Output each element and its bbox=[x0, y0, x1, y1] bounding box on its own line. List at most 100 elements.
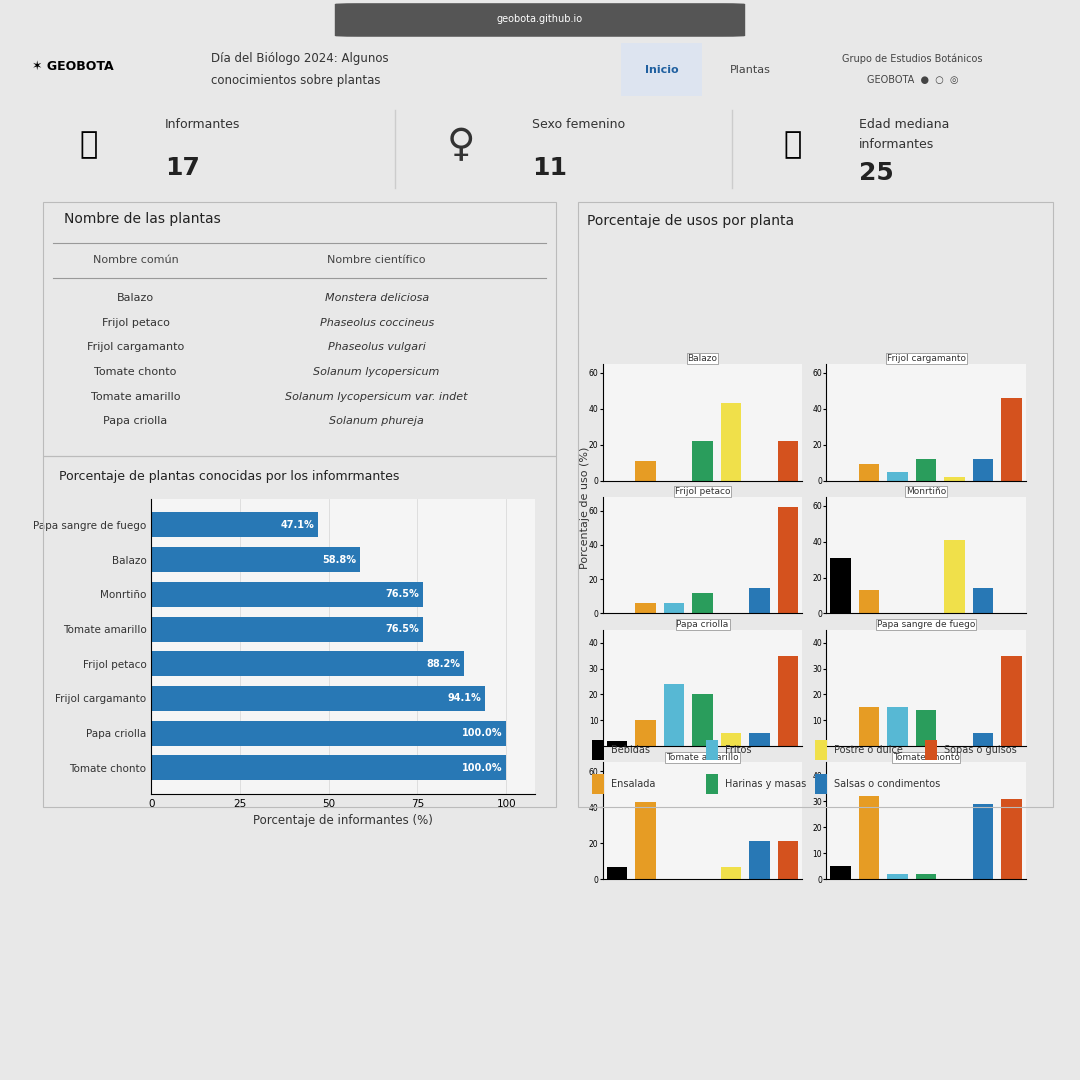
Text: Balazo: Balazo bbox=[117, 294, 154, 303]
Text: 17: 17 bbox=[165, 156, 200, 180]
Bar bbox=[831, 866, 851, 879]
Title: Papa sangre de fuego: Papa sangre de fuego bbox=[877, 620, 975, 629]
Bar bbox=[151, 512, 319, 538]
FancyBboxPatch shape bbox=[335, 3, 745, 37]
Bar bbox=[859, 464, 879, 481]
Bar bbox=[831, 557, 851, 613]
Text: Grupo de Estudios Botánicos: Grupo de Estudios Botánicos bbox=[842, 54, 983, 64]
Text: 58.8%: 58.8% bbox=[323, 555, 356, 565]
Bar bbox=[859, 590, 879, 613]
Bar bbox=[888, 874, 908, 879]
Bar bbox=[778, 508, 798, 613]
Bar bbox=[664, 684, 685, 746]
Text: Solanum lycopersicum: Solanum lycopersicum bbox=[313, 367, 440, 377]
FancyBboxPatch shape bbox=[621, 43, 702, 96]
Bar bbox=[151, 617, 422, 642]
Text: GEOBOTA  ●  ○  ◎: GEOBOTA ● ○ ◎ bbox=[867, 76, 958, 85]
Text: Frijol cargamanto: Frijol cargamanto bbox=[86, 342, 185, 352]
FancyBboxPatch shape bbox=[815, 740, 827, 760]
Bar bbox=[973, 459, 994, 481]
Text: Día del Biólogo 2024: Algunos: Día del Biólogo 2024: Algunos bbox=[211, 53, 388, 66]
X-axis label: Porcentaje de informantes (%): Porcentaje de informantes (%) bbox=[253, 814, 433, 827]
Title: Monrtiño: Monrtiño bbox=[906, 487, 946, 496]
Bar bbox=[1001, 656, 1022, 746]
Text: Nombre de las plantas: Nombre de las plantas bbox=[64, 212, 220, 226]
Bar bbox=[1001, 799, 1022, 879]
Text: informantes: informantes bbox=[859, 138, 934, 151]
Text: Porcentaje de uso (%): Porcentaje de uso (%) bbox=[580, 446, 590, 569]
Bar bbox=[692, 593, 713, 613]
Bar bbox=[944, 477, 964, 481]
Title: Balazo: Balazo bbox=[688, 354, 717, 363]
Text: Papa criolla: Papa criolla bbox=[104, 416, 167, 427]
FancyBboxPatch shape bbox=[706, 740, 718, 760]
Bar bbox=[973, 804, 994, 879]
Bar bbox=[635, 603, 656, 613]
Text: Solanum lycopersicum var. indet: Solanum lycopersicum var. indet bbox=[285, 392, 468, 402]
Bar bbox=[607, 866, 627, 879]
Text: 76.5%: 76.5% bbox=[386, 624, 419, 634]
Text: 88.2%: 88.2% bbox=[427, 659, 461, 669]
Text: Fritos: Fritos bbox=[725, 745, 752, 755]
Bar bbox=[151, 686, 485, 711]
Bar bbox=[916, 710, 936, 746]
Bar bbox=[778, 841, 798, 879]
Bar bbox=[888, 707, 908, 746]
Text: 🎂: 🎂 bbox=[784, 131, 801, 159]
Text: Salsas o condimentos: Salsas o condimentos bbox=[835, 779, 941, 789]
Bar bbox=[916, 874, 936, 879]
Text: Sexo femenino: Sexo femenino bbox=[532, 119, 625, 132]
Bar bbox=[778, 441, 798, 481]
Title: Tomate amarillo: Tomate amarillo bbox=[666, 753, 739, 761]
Bar bbox=[720, 404, 741, 481]
Text: Inicio: Inicio bbox=[645, 65, 679, 75]
FancyBboxPatch shape bbox=[592, 774, 604, 794]
Bar bbox=[664, 603, 685, 613]
Bar bbox=[720, 866, 741, 879]
Text: Sopas o guisos: Sopas o guisos bbox=[944, 745, 1016, 755]
Text: 25: 25 bbox=[859, 161, 894, 186]
Text: Solanum phureja: Solanum phureja bbox=[329, 416, 424, 427]
Text: Edad mediana: Edad mediana bbox=[859, 119, 949, 132]
Bar bbox=[151, 582, 422, 607]
Text: 👥: 👥 bbox=[80, 131, 97, 159]
Bar bbox=[750, 841, 770, 879]
Text: Phaseolus coccineus: Phaseolus coccineus bbox=[320, 318, 434, 328]
Bar bbox=[944, 540, 964, 613]
Bar bbox=[888, 472, 908, 481]
Bar bbox=[1001, 399, 1022, 481]
Text: Phaseolus vulgari: Phaseolus vulgari bbox=[327, 342, 426, 352]
Text: 47.1%: 47.1% bbox=[281, 519, 315, 530]
Text: 94.1%: 94.1% bbox=[448, 693, 482, 703]
Text: Porcentaje de usos por planta: Porcentaje de usos por planta bbox=[588, 214, 795, 228]
Text: Bebidas: Bebidas bbox=[611, 745, 650, 755]
Bar bbox=[635, 802, 656, 879]
Bar bbox=[916, 459, 936, 481]
Text: 100.0%: 100.0% bbox=[462, 762, 502, 773]
Text: 76.5%: 76.5% bbox=[386, 590, 419, 599]
Text: Monstera deliciosa: Monstera deliciosa bbox=[324, 294, 429, 303]
Bar bbox=[151, 755, 507, 781]
Bar bbox=[778, 656, 798, 746]
Bar bbox=[607, 741, 627, 746]
Text: Postre o dulce: Postre o dulce bbox=[835, 745, 903, 755]
FancyBboxPatch shape bbox=[592, 740, 604, 760]
Bar bbox=[692, 694, 713, 746]
Text: 11: 11 bbox=[532, 156, 567, 180]
Text: geobota.github.io: geobota.github.io bbox=[497, 14, 583, 24]
Title: Frijol petaco: Frijol petaco bbox=[675, 487, 730, 496]
Text: Harinas y masas: Harinas y masas bbox=[725, 779, 807, 789]
Bar bbox=[151, 720, 507, 745]
Text: Ensalada: Ensalada bbox=[611, 779, 656, 789]
Bar bbox=[151, 548, 360, 572]
Text: conocimientos sobre plantas: conocimientos sobre plantas bbox=[211, 73, 380, 86]
Text: Nombre científico: Nombre científico bbox=[327, 255, 426, 266]
FancyBboxPatch shape bbox=[924, 740, 936, 760]
Text: Nombre común: Nombre común bbox=[93, 255, 178, 266]
FancyBboxPatch shape bbox=[815, 774, 827, 794]
Text: Informantes: Informantes bbox=[165, 119, 241, 132]
Bar bbox=[635, 461, 656, 481]
Text: 100.0%: 100.0% bbox=[462, 728, 502, 738]
Text: Frijol petaco: Frijol petaco bbox=[102, 318, 170, 328]
FancyBboxPatch shape bbox=[706, 774, 718, 794]
